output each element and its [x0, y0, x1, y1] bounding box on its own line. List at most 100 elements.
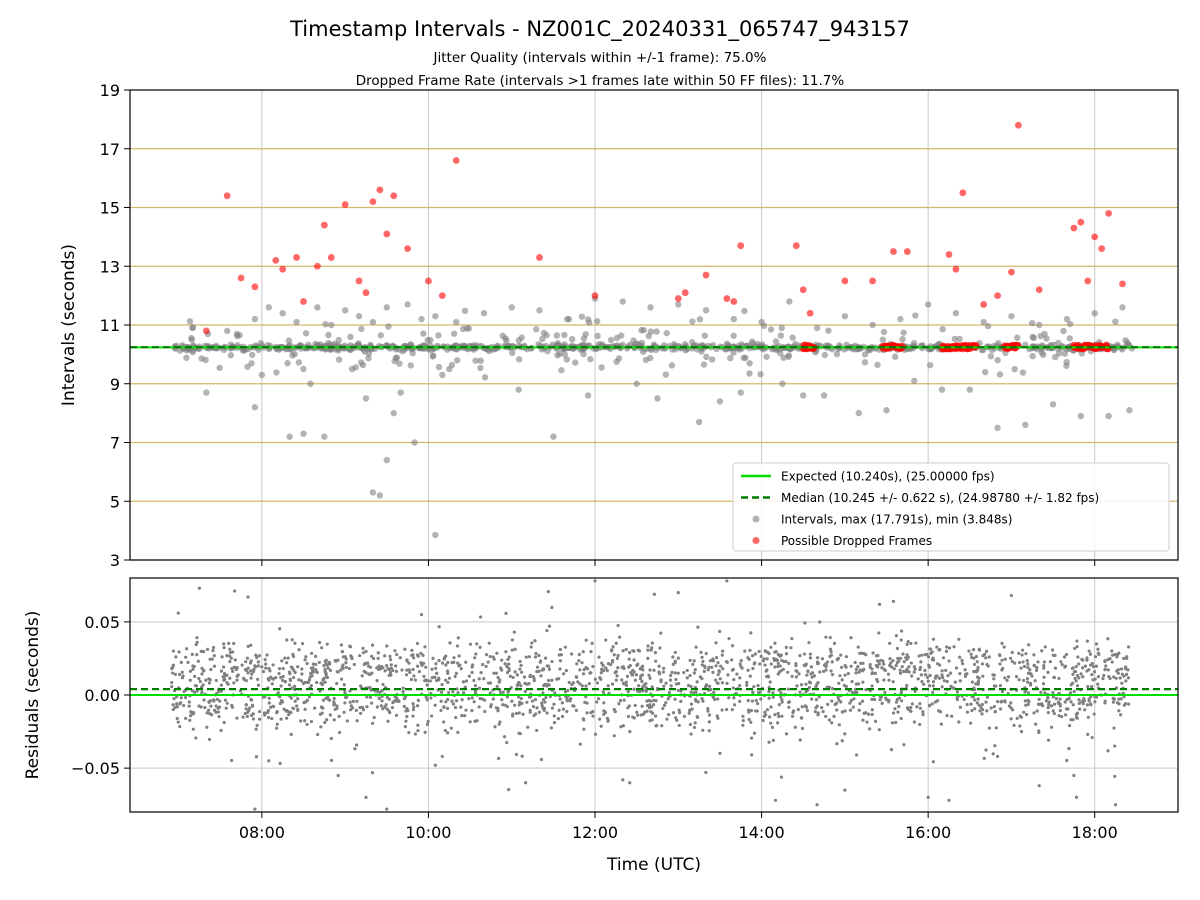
residual-point	[837, 681, 841, 685]
residual-point	[459, 705, 463, 709]
residual-point	[830, 721, 834, 725]
residual-point	[1094, 664, 1099, 668]
dropped-frame-point	[806, 309, 814, 317]
residual-point	[1029, 672, 1033, 676]
residual-point	[267, 701, 271, 705]
residual-point	[1112, 726, 1116, 730]
residual-point	[1001, 666, 1005, 671]
residual-point	[546, 590, 550, 594]
residual-point	[780, 714, 784, 718]
residual-point	[725, 660, 729, 664]
residual-point	[1094, 642, 1099, 646]
residual-point	[416, 698, 420, 703]
residual-point	[1017, 651, 1021, 655]
residual-point	[886, 672, 891, 676]
residual-point	[582, 668, 586, 672]
residual-point	[777, 714, 781, 719]
residual-point	[871, 651, 875, 655]
residual-point	[1037, 784, 1041, 788]
residual-point	[1017, 660, 1022, 665]
residual-point	[944, 668, 948, 672]
residual-point	[757, 649, 761, 654]
residual-point	[175, 705, 179, 709]
residual-point	[541, 668, 546, 672]
residual-point	[514, 711, 519, 716]
residual-point	[828, 647, 833, 651]
residual-point	[275, 710, 279, 714]
residual-point	[757, 690, 761, 695]
residual-point	[947, 646, 952, 650]
residual-point	[620, 678, 624, 682]
residual-point	[279, 675, 283, 680]
residual-point	[931, 690, 935, 694]
residual-point	[894, 700, 899, 704]
residual-point	[1026, 671, 1031, 676]
residual-point	[619, 725, 623, 729]
residual-point	[599, 671, 603, 675]
interval-point	[1063, 315, 1071, 323]
residual-point	[927, 703, 932, 708]
residual-point	[1000, 658, 1004, 662]
residual-point	[815, 656, 820, 660]
residual-point	[976, 668, 980, 672]
residual-point	[771, 738, 775, 742]
residual-point	[1018, 714, 1022, 718]
interval-point	[584, 316, 592, 323]
residual-point	[171, 649, 176, 653]
residual-point	[348, 700, 352, 704]
residual-point	[256, 664, 261, 668]
residual-point	[371, 656, 376, 661]
residual-point	[385, 707, 389, 711]
residual-point	[873, 719, 878, 723]
dropped-frame-point	[1035, 286, 1043, 294]
residual-point	[633, 703, 637, 708]
residual-point	[581, 717, 585, 721]
residual-point	[527, 695, 532, 699]
residual-point	[232, 589, 237, 593]
residual-point	[918, 665, 923, 670]
residual-point	[424, 678, 428, 682]
dropped-frame-point	[737, 242, 745, 250]
residual-point	[270, 682, 274, 686]
residual-point	[1093, 655, 1098, 659]
residual-point	[720, 653, 724, 657]
residual-point	[926, 655, 931, 659]
dropped-frame-point	[799, 286, 807, 294]
residual-point	[205, 725, 209, 729]
residual-point	[902, 660, 906, 664]
residual-point	[777, 703, 781, 707]
residual-point	[386, 719, 390, 723]
residual-point	[825, 660, 829, 664]
residual-point	[775, 721, 780, 725]
residual-point	[851, 705, 855, 709]
residual-point	[1091, 664, 1096, 669]
residual-point	[245, 714, 249, 719]
residual-point	[289, 732, 293, 736]
residual-point	[930, 657, 934, 662]
residual-point	[751, 654, 755, 658]
residual-point	[287, 683, 292, 687]
residual-point	[370, 643, 375, 647]
residual-point	[545, 711, 549, 715]
residual-point	[803, 621, 807, 625]
legend-dropped-swatch	[752, 537, 760, 544]
residual-point	[1041, 704, 1045, 708]
residual-point	[799, 683, 804, 687]
interval-point	[300, 430, 307, 437]
residual-point	[883, 668, 887, 672]
residual-point	[202, 698, 206, 702]
residual-point	[1018, 724, 1022, 728]
dropped-frame-point	[383, 230, 391, 238]
residual-point	[216, 710, 220, 714]
residual-point	[677, 723, 681, 728]
residual-point	[293, 641, 297, 645]
residual-point	[404, 719, 408, 723]
residual-point	[395, 652, 399, 657]
residual-point	[421, 653, 425, 657]
residual-point	[174, 655, 178, 659]
residual-point	[516, 683, 520, 687]
residual-point	[1038, 702, 1042, 707]
residual-point	[520, 701, 524, 705]
residual-point	[865, 720, 869, 724]
residual-point	[336, 670, 340, 674]
